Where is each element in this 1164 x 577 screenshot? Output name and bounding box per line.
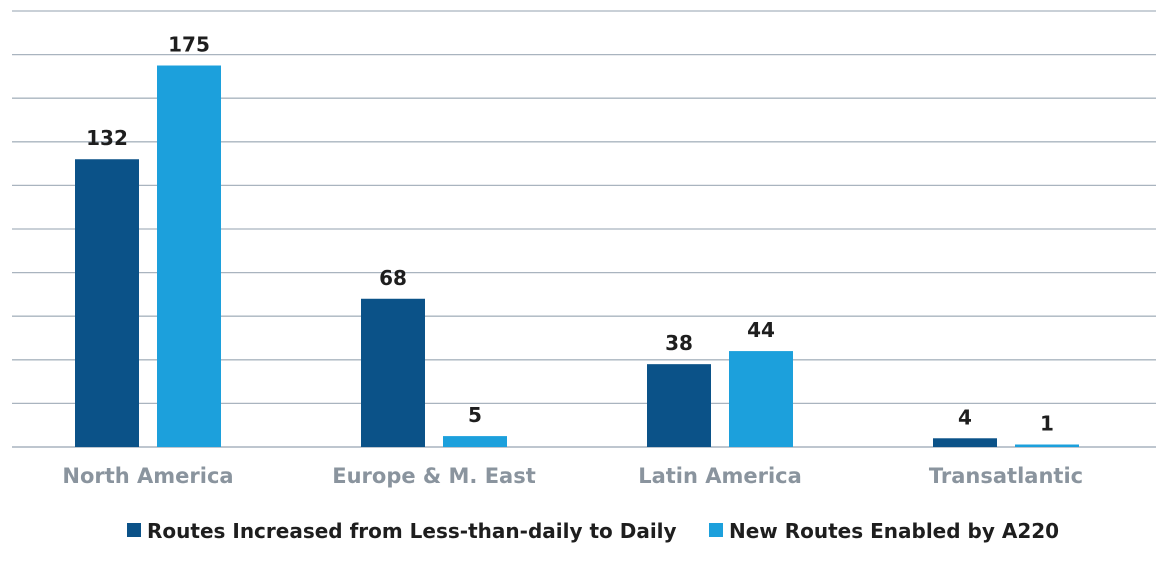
data-label: 1 [1040,412,1054,436]
category-labels: North America Europe & M. East Latin Ameri… [62,464,1083,488]
legend: Routes Increased from Less-than-daily to… [127,519,1059,543]
data-label: 5 [468,403,482,427]
bar-new-routes-2 [729,351,793,447]
bar-routes-increased-0 [75,159,139,448]
legend-swatch [127,523,141,537]
bar-new-routes-1 [443,436,507,447]
data-label: 175 [168,33,210,57]
data-label: 68 [379,266,407,290]
legend-swatch [709,523,723,537]
bar-routes-increased-2 [647,364,711,447]
legend-label: New Routes Enabled by A220 [729,519,1059,543]
category-label: Transatlantic [929,464,1083,488]
data-label: 38 [665,331,693,355]
bar-new-routes-3 [1015,444,1079,447]
category-label: North America [62,464,233,488]
bar-routes-increased-3 [933,438,997,447]
legend-label: Routes Increased from Less-than-daily to… [147,519,677,543]
bar-new-routes-0 [157,65,221,447]
category-label: Latin America [638,464,802,488]
category-label: Europe & M. East [332,464,536,488]
bars [75,65,1079,448]
bar-routes-increased-1 [361,298,425,447]
data-label: 132 [86,126,128,150]
data-label: 4 [958,405,972,429]
data-label: 44 [747,318,775,342]
